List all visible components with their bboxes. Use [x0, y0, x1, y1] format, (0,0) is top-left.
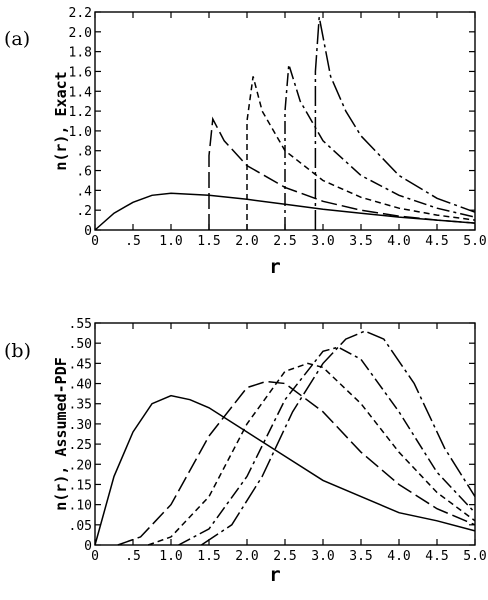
series-long-dash-curve: [117, 380, 476, 546]
x-tick-label: 5.0: [463, 549, 486, 564]
y-tick-label: .8: [76, 145, 92, 160]
plot-frame: [94, 322, 476, 546]
x-tick-label: 0: [91, 234, 99, 249]
y-tick-label: .50: [69, 337, 92, 352]
y-axis-label: n(r), Exact: [52, 71, 70, 170]
x-tick-label: 3.5: [349, 234, 372, 249]
panel-label: (a): [4, 28, 30, 50]
series-dash-dot-curve: [178, 346, 476, 546]
x-tick-label: .5: [125, 549, 141, 564]
x-tick-label: 2.5: [273, 234, 296, 249]
x-tick-label: 3.0: [311, 549, 334, 564]
y-tick-label: .40: [69, 378, 92, 393]
series-long-dash-curve: [208, 116, 476, 230]
y-tick-label: .6: [76, 165, 92, 180]
x-tick-label: 3.0: [311, 234, 334, 249]
y-tick-label: .20: [69, 458, 92, 473]
series-long-dash-dot-curve: [200, 330, 476, 546]
y-tick-label: .45: [69, 357, 92, 372]
y-tick-label: .2: [76, 204, 92, 219]
series-solid-curve: [94, 394, 476, 546]
panel-b: 0 .5 1.0 1.5 2.0 2.5 3.0 3.5 4.0 4.5 5.0 0 .05 .10 .15…: [4, 317, 487, 586]
x-tick-label: 4.5: [425, 549, 448, 564]
y-tick-label: .30: [69, 418, 92, 433]
y-tick-label: 1.8: [69, 46, 92, 61]
series-dash-dot-curve: [284, 64, 476, 230]
series-short-dash-curve: [246, 76, 476, 230]
y-tick-label: 1.2: [69, 105, 92, 120]
y-tick-label: .10: [69, 499, 92, 514]
series-long-dash-dot-curve: [314, 16, 476, 230]
x-tick-label: 2.5: [273, 549, 296, 564]
x-axis-label: r: [269, 564, 280, 586]
x-tick-label: 2.0: [235, 549, 258, 564]
x-tick-label: 1.5: [197, 234, 220, 249]
y-axis-label: n(r), Assumed-PDF: [52, 357, 70, 511]
series-short-dash-curve: [147, 362, 476, 546]
x-tick-label: 5.0: [463, 234, 486, 249]
x-tick-label: 2.0: [235, 234, 258, 249]
x-tick-label: 4.5: [425, 234, 448, 249]
x-tick-label: 0: [91, 549, 99, 564]
panel-a: 0 .5 1.0 1.5 2.0 2.5 3.0 3.5 4.0 4.5 5.0 0 .2 .4 .6 .8 1…: [4, 6, 487, 278]
x-tick-label: 1.0: [159, 549, 182, 564]
y-tick-label: 2.2: [69, 6, 92, 21]
y-tick-label: .55: [69, 317, 92, 332]
y-tick-label: 0: [84, 224, 92, 239]
y-tick-label: .4: [76, 184, 92, 199]
y-tick-label: 0: [84, 539, 92, 554]
y-tick-label: .25: [69, 438, 92, 453]
y-tick-label: .05: [69, 519, 92, 534]
y-tick-label: .35: [69, 398, 92, 413]
x-tick-label: 4.0: [387, 549, 410, 564]
x-axis-label: r: [269, 256, 280, 278]
x-tick-label: 1.5: [197, 549, 220, 564]
y-tick-label: .15: [69, 478, 92, 493]
y-tick-label: 1.0: [69, 125, 92, 140]
y-tick-label: 1.6: [69, 65, 92, 80]
y-tick-label: 2.0: [69, 26, 92, 41]
x-tick-label: 4.0: [387, 234, 410, 249]
y-tick-label: 1.4: [69, 85, 93, 100]
x-tick-label: 1.0: [159, 234, 182, 249]
panel-label: (b): [4, 340, 31, 362]
x-tick-label: .5: [125, 234, 141, 249]
x-tick-label: 3.5: [349, 549, 372, 564]
